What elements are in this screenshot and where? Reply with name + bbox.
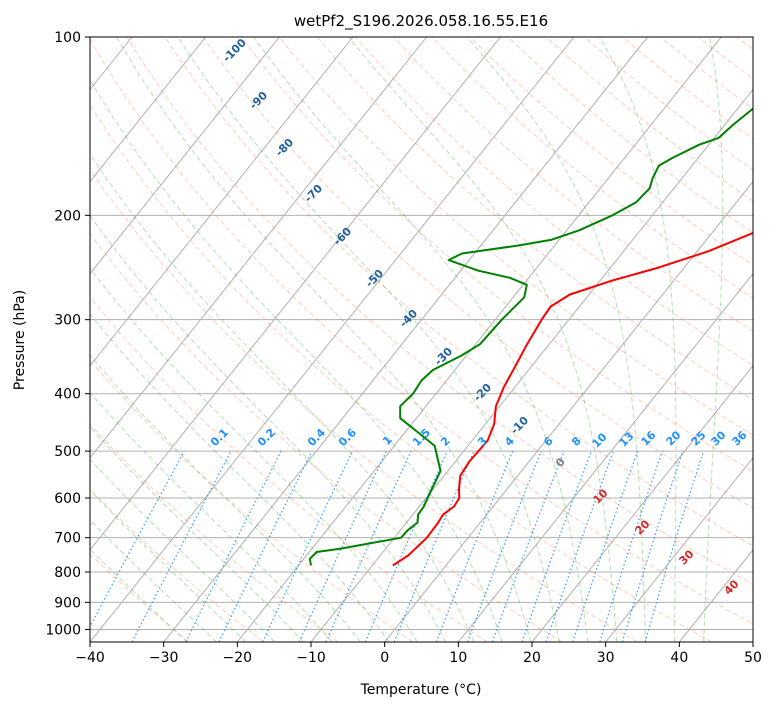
moist-adiabat-line: [90, 267, 418, 642]
mixing-ratio-line: [572, 450, 639, 642]
dry-adiabat-line: [164, 37, 753, 547]
isotherm-line: [236, 37, 722, 642]
isotherm-line: [90, 37, 354, 367]
x-tick-label: −10: [296, 650, 326, 666]
mixing-ratio-line: [644, 450, 705, 642]
x-tick-label: −40: [75, 650, 105, 666]
dry-adiabat-line: [90, 296, 488, 642]
dry-adiabat-line: [278, 37, 753, 436]
moist-adiabat-line: [253, 37, 589, 642]
isotherm-gridlines: [90, 37, 753, 642]
y-axis-label: Pressure (hPa): [12, 290, 28, 390]
y-tick-label: 100: [54, 30, 81, 46]
series-layer: [308, 107, 753, 567]
dewpoint-profile-line: [308, 107, 753, 566]
mixing-ratio-line: [545, 450, 614, 642]
dry-adiabat-line: [90, 38, 753, 625]
x-tick-label: 10: [449, 650, 467, 666]
y-tick-label: 200: [54, 208, 81, 224]
mixing-ratio-line: [325, 450, 412, 642]
x-axis-label: Temperature (°C): [360, 682, 482, 698]
moist-adiabat-line: [90, 153, 475, 642]
plot-area: -100-90-80-70-60-50-40-30-20-100.1 0.2 0.4…: [90, 37, 753, 642]
mixing-ratio-line: [435, 450, 514, 642]
isotherm-line: [163, 37, 649, 642]
x-tick-label: 30: [597, 650, 615, 666]
moist-adiabat-line: [90, 214, 446, 642]
dry-adiabat-line: [393, 37, 753, 332]
y-tick-label: 300: [54, 313, 81, 329]
moist-adiabat-line: [90, 391, 333, 642]
isotherm-line: [90, 37, 501, 551]
dry-adiabat-line: [90, 423, 339, 642]
y-tick-label: 500: [54, 444, 81, 460]
mixing-ratio-line: [185, 450, 282, 642]
mixing-ratio-lines: [90, 450, 705, 642]
moist-adiabat-line: [703, 37, 724, 642]
isotherm-line: [90, 37, 207, 183]
dry-adiabat-line: [431, 37, 753, 299]
x-tick-label: 40: [670, 650, 688, 666]
x-tick-label: −30: [149, 650, 179, 666]
y-tick-label: 700: [54, 531, 81, 547]
dry-adiabat-line: [90, 104, 712, 642]
mixing-ratio-line: [599, 450, 663, 642]
y-tick-label: 900: [54, 595, 81, 611]
y-tick-label: 1000: [45, 622, 81, 638]
mixing-ratio-line: [621, 450, 684, 642]
moist-adiabat-line: [90, 489, 247, 642]
moist-adiabat-line: [90, 78, 503, 642]
y-tick-label: 800: [54, 565, 81, 581]
isotherm-line: [90, 37, 428, 459]
isotherm-line: [457, 272, 753, 642]
moist-adiabat-line: [177, 37, 560, 642]
isotherm-line: [531, 364, 753, 642]
moist-adiabat-line: [599, 37, 677, 642]
dry-adiabat-line: [90, 488, 264, 642]
isotherm-line: [605, 457, 753, 642]
x-tick-label: 50: [744, 650, 762, 666]
moist-adiabat-line: [90, 313, 390, 642]
chart-title: wetPf2_S196.2026.058.16.55.E16: [294, 12, 548, 31]
isotherm-line: [310, 88, 753, 642]
mixing-ratio-line: [393, 450, 475, 642]
moist-adiabat-line: [90, 426, 304, 642]
mixing-ratio-line: [521, 450, 592, 642]
x-axis: −40 −30 −20 −10 0 10 20 30 40 50: [75, 642, 762, 666]
moist-adiabat-line: [116, 37, 532, 642]
isotherm-line: [90, 37, 280, 275]
mixing-ratio-line: [466, 450, 542, 642]
dry-adiabat-line: [202, 37, 753, 509]
x-tick-label: 20: [523, 650, 541, 666]
mixing-ratio-line: [90, 450, 185, 628]
mixing-ratio-line: [491, 450, 565, 642]
plot-frame: [89, 36, 754, 643]
y-tick-label: 400: [54, 387, 81, 403]
dry-adiabat-line: [240, 37, 753, 472]
dry-adiabat-line: [90, 553, 190, 642]
isotherm-line: [90, 37, 575, 642]
x-tick-label: 0: [380, 650, 389, 666]
dry-adiabats: [90, 37, 753, 642]
y-tick-label: 600: [54, 491, 81, 507]
isotherm-line: [384, 180, 753, 642]
dry-adiabat-line: [90, 168, 638, 642]
y-axis: 100 200 300 400 500 600 700 800 900 1000: [45, 30, 90, 638]
dry-adiabat-line: [90, 359, 414, 642]
x-tick-label: −20: [223, 650, 253, 666]
temperature-profile-line: [392, 231, 753, 567]
moist-adiabat-line: [90, 458, 275, 642]
